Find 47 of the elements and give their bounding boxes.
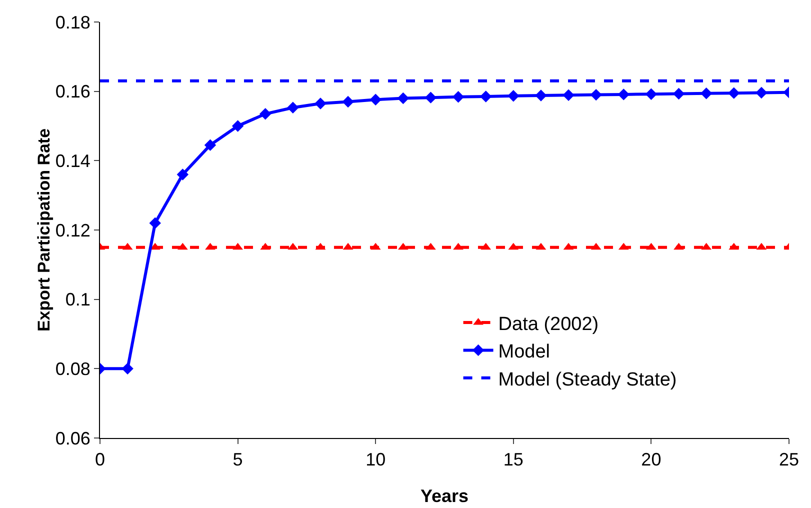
y-tick-label: 0.06 <box>55 428 90 448</box>
y-axis-title: Export Participation Rate <box>34 128 54 332</box>
y-tick-label: 0.1 <box>65 290 90 310</box>
y-tick-label: 0.16 <box>55 82 90 102</box>
x-axis-title: Years <box>420 486 469 506</box>
y-tick-label: 0.12 <box>55 220 90 240</box>
point <box>426 242 436 250</box>
x-tick-label: 10 <box>366 450 386 470</box>
point <box>149 217 161 229</box>
point <box>232 120 244 132</box>
point <box>314 98 326 110</box>
point <box>535 90 547 102</box>
point <box>756 86 768 99</box>
point <box>646 242 656 250</box>
point <box>370 94 382 106</box>
point <box>232 242 243 250</box>
y-tick-label: 0.18 <box>55 12 90 32</box>
point <box>452 91 464 103</box>
point <box>700 88 712 100</box>
point <box>674 242 684 250</box>
legend-label: Model (Steady State) <box>498 369 677 390</box>
y-tick-label: 0.14 <box>55 150 90 171</box>
point <box>590 88 602 101</box>
legend-label: Model <box>498 342 550 363</box>
x-tick-label: 5 <box>232 450 243 470</box>
x-tick-label: 15 <box>503 450 524 470</box>
point <box>453 242 464 250</box>
point <box>176 168 189 180</box>
point <box>645 88 658 100</box>
point <box>260 108 272 120</box>
point <box>508 90 520 102</box>
x-tick-label: 25 <box>778 450 800 470</box>
y-tick-label: 0.08 <box>55 358 90 379</box>
legend-label: Data (2002) <box>498 314 599 335</box>
point <box>205 242 216 250</box>
point <box>562 89 574 101</box>
point <box>397 92 410 104</box>
point <box>672 88 685 100</box>
point <box>342 96 354 108</box>
x-tick-label: 20 <box>641 450 662 470</box>
point <box>728 87 740 99</box>
point <box>480 90 492 102</box>
x-tick-label: 0 <box>94 450 106 470</box>
point <box>424 92 437 104</box>
point <box>618 88 630 100</box>
point <box>287 102 299 114</box>
point <box>204 139 216 151</box>
